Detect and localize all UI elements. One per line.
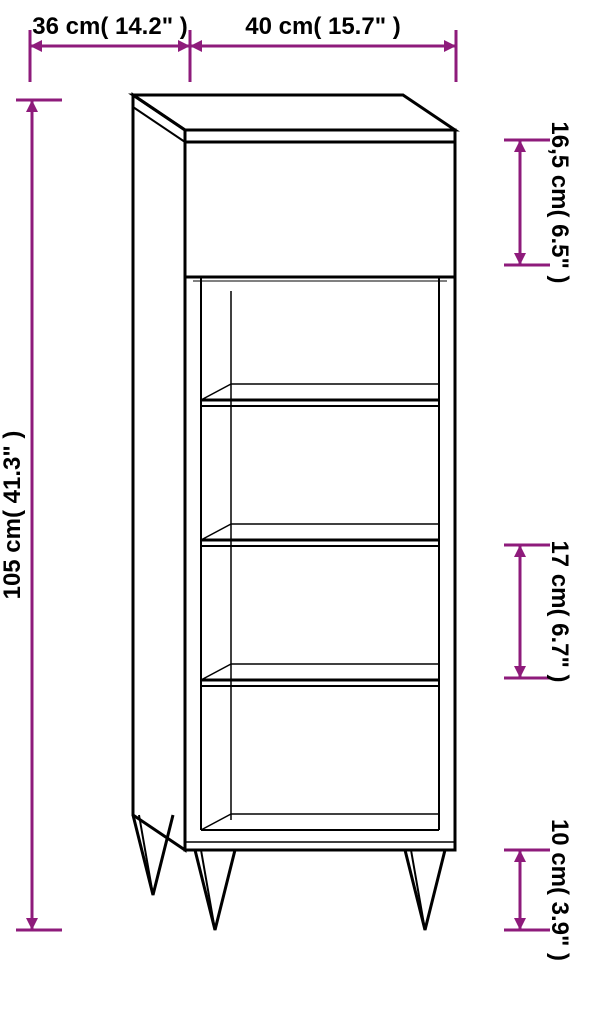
dim-width: 40 cm( 15.7" ) <box>190 13 456 82</box>
dim-height-label: 105 cm( 41.3" ) <box>0 431 26 600</box>
dim-shelf-label: 17 cm( 6.7" ) <box>546 540 573 682</box>
leg <box>195 850 235 930</box>
dim-height: 105 cm( 41.3" ) <box>0 100 62 930</box>
dim-width-label: 40 cm( 15.7" ) <box>245 13 400 40</box>
drawer-front <box>185 142 455 277</box>
dim-drawer-label: 16,5 cm( 6.5" ) <box>546 121 573 283</box>
leg <box>405 850 445 930</box>
cabinet-side <box>133 95 185 850</box>
cabinet-front <box>185 130 455 850</box>
dim-leg: 10 cm( 3.9" ) <box>504 819 573 961</box>
diagram-svg: 36 cm( 14.2" ) 40 cm( 15.7" ) 105 cm( 41.3… <box>0 0 612 1020</box>
dim-drawer: 16,5 cm( 6.5" ) <box>504 121 573 283</box>
dim-depth-label: 36 cm( 14.2" ) <box>32 13 187 40</box>
cabinet <box>133 95 455 930</box>
dim-shelf: 17 cm( 6.7" ) <box>504 540 573 682</box>
dim-leg-label: 10 cm( 3.9" ) <box>546 819 573 961</box>
diagram-container: 36 cm( 14.2" ) 40 cm( 15.7" ) 105 cm( 41.3… <box>0 0 612 1020</box>
dim-depth: 36 cm( 14.2" ) <box>30 13 190 82</box>
cabinet-top <box>133 95 455 130</box>
